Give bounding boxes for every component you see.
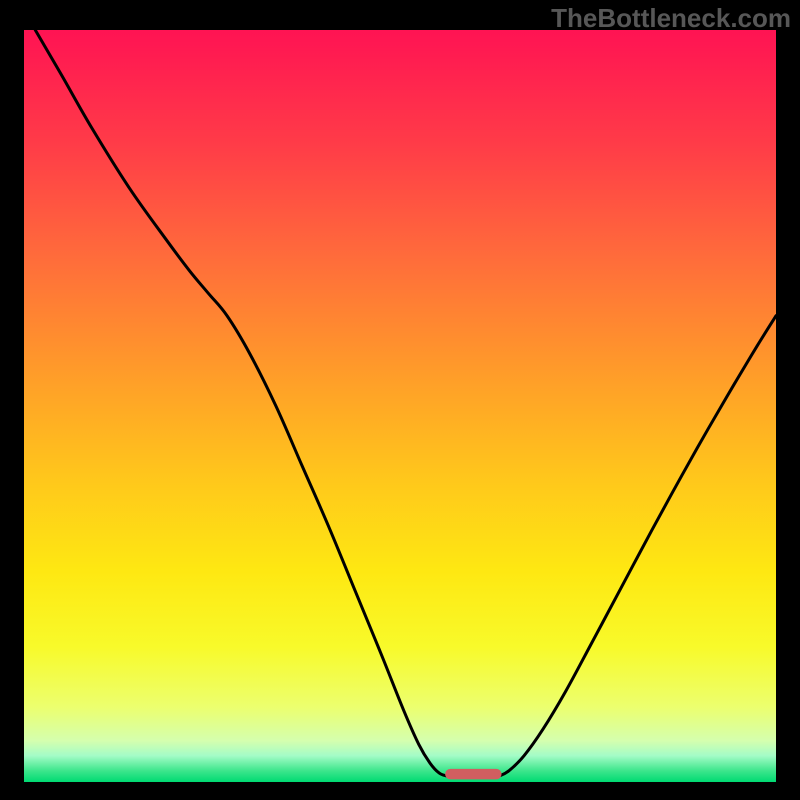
- chart-frame: TheBottleneck.com: [0, 0, 800, 800]
- plot-background: [24, 30, 776, 782]
- bottleneck-curve-plot: [24, 30, 776, 782]
- optimum-marker: [445, 769, 501, 780]
